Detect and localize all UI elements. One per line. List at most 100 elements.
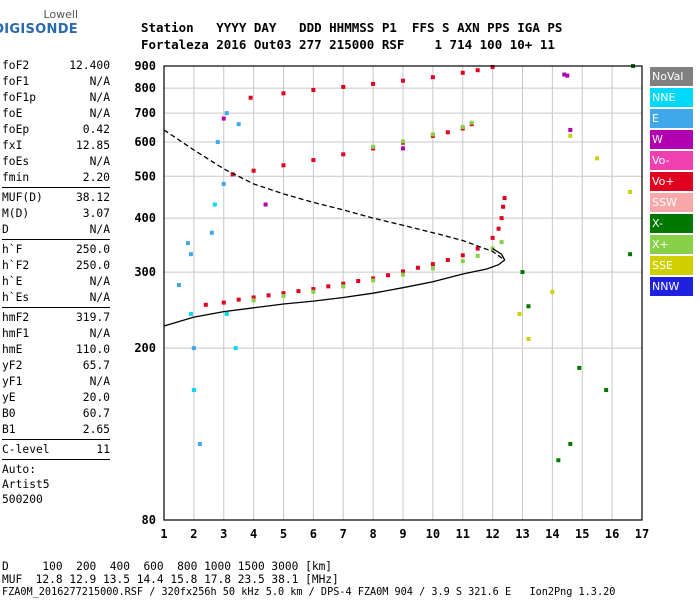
x-tick-label: 5 [280,527,287,541]
param-name: yE [2,391,16,404]
y-tick-label: 600 [134,135,156,149]
param-row: foE N/A [2,106,110,122]
point-vo- [221,300,226,305]
param-row: yF2 65.7 [2,358,110,374]
legend-item: SSW [650,193,693,212]
point-w [565,73,570,78]
point-sse [526,336,531,341]
digisonde-logo: Lowell DIGISONDE [0,8,78,42]
point-vo- [490,235,495,240]
point-x- [577,365,582,370]
point-vo- [281,291,286,296]
footer-file-info: FZA0M_2016277215000.RSF / 320fx256h 50 k… [2,587,616,598]
point-x- [430,266,435,271]
x-tick-label: 7 [340,527,347,541]
point-nne [212,202,217,207]
point-x- [281,294,286,299]
param-name: h`F [2,243,23,256]
point-vo- [401,269,405,274]
legend-item: NoVal [650,67,693,86]
point-vo- [203,302,208,307]
point-vo- [445,257,450,262]
point-vo- [460,70,465,75]
point-vo- [415,265,420,270]
point-vo- [401,78,405,83]
header-labels: Station YYYY DAY DDD HHMMSS P1 FFS S AXN… [141,20,563,35]
x-tick-label: 16 [605,527,619,541]
param-value: N/A [89,275,110,288]
param-row: foEp 0.42 [2,122,110,138]
point-x- [520,270,525,275]
point-vo- [230,172,235,177]
legend-item: Vo+ [650,172,693,191]
param-separator [2,459,110,460]
point-sse [550,289,555,294]
footer-distance-row: D 100 200 400 600 800 1000 1500 3000 [km… [2,560,333,573]
legend-item: E [650,109,693,128]
point-vo- [371,81,376,86]
point-vo- [341,152,346,157]
legend-item: Vo- [650,151,693,170]
point-x- [556,458,561,463]
legend-item: X+ [650,235,693,254]
param-row: h`F 250.0 [2,242,110,258]
param-row: B1 2.65 [2,422,110,438]
param-row: M(D) 3.07 [2,206,110,222]
point-vo- [341,281,346,286]
param-separator [2,307,110,308]
point-x- [311,289,316,294]
point-x- [526,304,531,309]
param-row: hmF1 N/A [2,326,110,342]
param-value: N/A [89,91,110,104]
point-vo- [311,287,316,292]
point-x- [401,272,405,277]
point-vo- [445,130,450,135]
param-row: foEs N/A [2,154,110,170]
param-row: h`Es N/A [2,290,110,306]
parameters-panel: foF2 12.400 foF1 N/A foF1p N/A foE N/A foEp 0.42 f… [2,58,110,507]
y-tick-label: 500 [134,169,156,183]
autoscale-note: 500200 [2,493,43,506]
legend: NoVal NNE E W Vo- Vo+ SSW X- X+ SSE NNW [650,67,693,298]
point-x- [460,259,465,264]
point-nne [188,311,193,316]
param-row: hmF2 319.7 [2,310,110,326]
x-tick-label: 8 [370,527,377,541]
param-name: h`F2 [2,259,30,272]
point-e [215,140,220,145]
param-row: hmE 110.0 [2,342,110,358]
point-e [209,230,214,235]
point-sse [628,189,633,194]
point-w [263,202,268,207]
point-vo- [475,68,480,73]
point-vo- [496,226,501,231]
plot-frame [163,65,643,521]
x-tick-label: 11 [456,527,470,541]
x-tick-label: 13 [515,527,529,541]
point-vo- [501,204,506,209]
point-vo- [266,293,271,298]
param-value: N/A [89,155,110,168]
point-e [191,346,196,351]
point-e [236,122,241,127]
x-tick-label: 10 [426,527,440,541]
point-w [562,72,567,77]
point-vo- [281,91,286,96]
param-value: N/A [89,75,110,88]
point-w [568,127,573,132]
y-tick-label: 300 [134,265,156,279]
point-vo- [251,295,256,300]
point-sse [517,311,522,316]
param-value: 65.7 [82,359,110,372]
legend-item: NNE [650,88,693,107]
point-vo- [236,297,241,302]
point-x- [568,441,573,446]
param-value: N/A [89,375,110,388]
point-x- [475,253,480,258]
param-name: foF2 [2,59,30,72]
x-tick-label: 2 [190,527,197,541]
param-value: 319.7 [75,311,110,324]
param-separator [2,439,110,440]
logo-lowell: Lowell [43,8,78,21]
param-name: B1 [2,423,16,436]
